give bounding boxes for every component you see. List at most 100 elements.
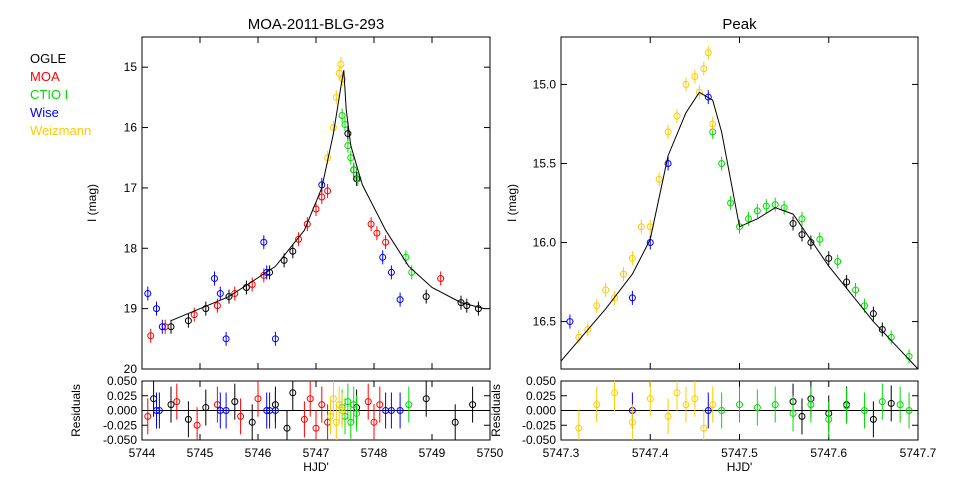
series-wise	[144, 177, 404, 346]
data-point	[584, 325, 592, 333]
y-tick-label: 16.0	[533, 236, 557, 250]
data-point	[834, 257, 842, 265]
data-point	[628, 418, 636, 426]
data-point	[602, 286, 610, 294]
data-point	[379, 253, 387, 261]
data-point	[437, 274, 445, 282]
data-point	[167, 401, 175, 409]
data-point	[263, 268, 271, 276]
data-point	[718, 407, 726, 414]
data-point	[222, 335, 230, 343]
data-point	[324, 187, 332, 195]
legend-moa: MOA	[30, 69, 60, 84]
data-point	[222, 407, 230, 414]
data-point	[190, 311, 198, 319]
series-weizmann	[575, 381, 717, 440]
series-moa	[147, 183, 445, 343]
data-point	[147, 332, 155, 340]
main-residuals-panel: Residuals 5744 5745 5746 5747 5748 5749 5750 HJD…	[69, 374, 504, 474]
y-tick-label: -0.050	[103, 433, 137, 447]
data-point	[422, 395, 430, 403]
data-point	[382, 238, 390, 246]
data-point	[727, 199, 735, 207]
data-point	[271, 335, 279, 343]
y-tick-label: -0.025	[103, 418, 137, 432]
data-point	[798, 215, 806, 223]
x-tick-label: 5747.4	[632, 446, 669, 460]
data-point	[451, 418, 459, 426]
data-point	[387, 268, 395, 276]
data-point	[373, 229, 381, 237]
data-point	[231, 398, 239, 406]
data-point	[807, 401, 815, 409]
data-point	[860, 407, 868, 414]
y-axis-label: I (mag)	[85, 184, 99, 222]
data-point	[396, 296, 404, 304]
series-weizmann	[327, 381, 346, 440]
data-point	[329, 395, 337, 403]
data-point	[344, 130, 352, 138]
data-point	[709, 401, 717, 409]
y-tick-label: 17	[124, 181, 138, 195]
legend-weizmann: Weizmann	[30, 123, 91, 138]
legend-ctio: CTIO I	[30, 87, 68, 102]
data-point	[816, 235, 824, 243]
model-curve	[170, 70, 485, 322]
data-point	[789, 220, 797, 228]
x-tick-label: 5747.7	[900, 446, 937, 460]
data-point	[646, 395, 654, 403]
series-wise	[566, 90, 712, 329]
data-point	[878, 325, 886, 333]
data-point	[744, 215, 752, 223]
data-point	[825, 254, 833, 262]
y-tick-label: 0.000	[526, 404, 556, 418]
data-point	[144, 290, 152, 298]
data-point	[637, 223, 645, 231]
data-point	[376, 401, 384, 409]
data-point	[869, 310, 877, 318]
x-tick-label: 5748	[361, 446, 388, 460]
data-point	[704, 49, 712, 57]
data-point	[295, 235, 303, 243]
data-point	[664, 159, 672, 167]
data-point	[260, 238, 268, 246]
x-tick-label: 5747.3	[543, 446, 580, 460]
data-point	[158, 323, 166, 331]
data-point	[463, 302, 471, 310]
data-point	[704, 407, 712, 414]
data-point	[700, 65, 708, 73]
x-tick-label: 5747.6	[810, 446, 847, 460]
y-tick-label: 0.050	[526, 374, 556, 388]
data-point	[664, 128, 672, 136]
data-point	[155, 407, 163, 414]
data-point	[798, 231, 806, 239]
y-tick-label: -0.050	[522, 433, 556, 447]
data-point	[673, 112, 681, 120]
data-point	[852, 286, 860, 294]
data-point	[347, 154, 355, 162]
y-tick-label: 19	[124, 302, 138, 316]
data-point	[202, 305, 210, 313]
x-tick-label: 5749	[419, 446, 446, 460]
data-point	[673, 389, 681, 397]
x-tick-label: 5747.5	[721, 446, 758, 460]
data-point	[353, 409, 361, 417]
data-point	[619, 270, 627, 278]
data-point	[695, 88, 703, 96]
data-point	[593, 302, 601, 310]
x-axis-label: HJD'	[727, 460, 753, 474]
data-point	[655, 175, 663, 183]
data-point	[611, 389, 619, 397]
data-point	[367, 220, 375, 228]
data-point	[566, 318, 574, 326]
data-point	[338, 111, 346, 119]
data-point	[289, 247, 297, 255]
data-point	[896, 401, 904, 409]
data-point	[887, 399, 895, 407]
data-point	[344, 398, 352, 406]
legend-wise: Wise	[30, 105, 59, 120]
y-tick-label: 16.5	[533, 315, 557, 329]
data-point	[370, 418, 378, 426]
data-point	[216, 290, 224, 298]
data-point	[173, 398, 181, 406]
